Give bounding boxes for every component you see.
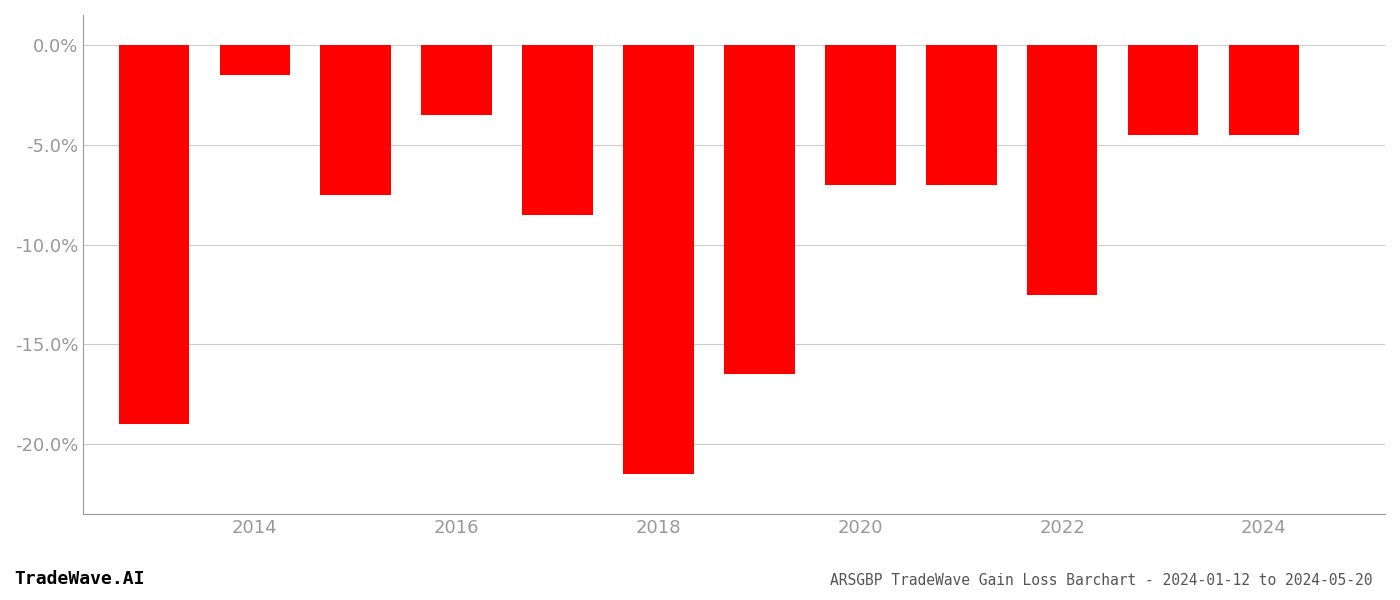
Bar xyxy=(825,45,896,185)
Bar xyxy=(119,45,189,424)
Bar xyxy=(522,45,594,215)
Bar xyxy=(724,45,795,374)
Bar xyxy=(1026,45,1098,295)
Bar xyxy=(220,45,290,75)
Bar xyxy=(321,45,391,194)
Bar xyxy=(421,45,491,115)
Text: ARSGBP TradeWave Gain Loss Barchart - 2024-01-12 to 2024-05-20: ARSGBP TradeWave Gain Loss Barchart - 20… xyxy=(829,573,1372,588)
Bar xyxy=(623,45,694,474)
Bar xyxy=(1127,45,1198,135)
Text: TradeWave.AI: TradeWave.AI xyxy=(14,570,144,588)
Bar xyxy=(925,45,997,185)
Bar xyxy=(1229,45,1299,135)
